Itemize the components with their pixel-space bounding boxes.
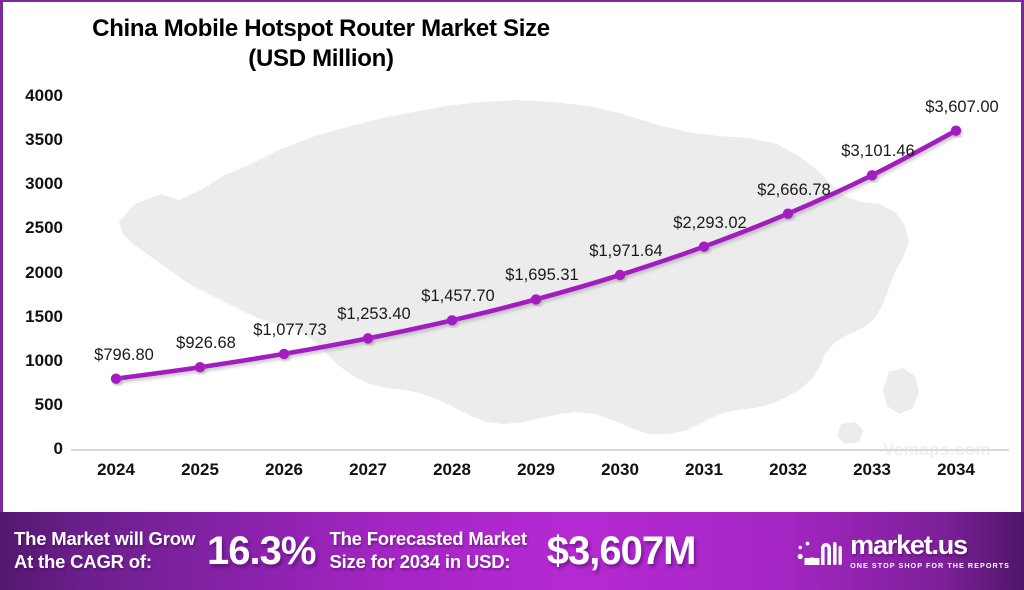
x-axis-tick-label: 2028 bbox=[433, 460, 471, 479]
cagr-caption: The Market will Grow At the CAGR of: bbox=[14, 528, 195, 573]
y-axis-tick-label: 4000 bbox=[25, 86, 63, 105]
x-axis-tick-label: 2027 bbox=[349, 460, 387, 479]
cagr-value: 16.3% bbox=[207, 528, 316, 573]
x-axis-line bbox=[71, 449, 1009, 451]
x-axis-tick-label: 2031 bbox=[685, 460, 723, 479]
y-axis-tick-label: 500 bbox=[34, 394, 63, 414]
x-axis-tick-label: 2033 bbox=[853, 460, 891, 479]
data-point-marker[interactable] bbox=[950, 125, 962, 136]
y-axis-tick-label: 2000 bbox=[25, 262, 63, 282]
chart-title-line1: China Mobile Hotspot Router Market Size bbox=[92, 15, 550, 42]
x-axis-labels: 2024 2025 2026 2027 2028 2029 2030 2031 2032 2033… bbox=[71, 460, 1011, 490]
footer-bar: The Market will Grow At the CAGR of: 16.… bbox=[0, 512, 1024, 590]
data-point-marker[interactable] bbox=[362, 333, 374, 344]
y-axis-tick-label: 3500 bbox=[25, 130, 63, 150]
data-point-marker[interactable] bbox=[110, 373, 122, 384]
forecast-value: $3,607M bbox=[546, 528, 697, 573]
forecast-caption: The Forecasted Market Size for 2034 in U… bbox=[329, 528, 527, 573]
data-point-marker[interactable] bbox=[278, 348, 290, 360]
market-us-logo-icon bbox=[797, 541, 842, 565]
data-point-marker[interactable] bbox=[446, 315, 458, 326]
x-axis-tick-label: 2030 bbox=[601, 460, 639, 479]
line-series bbox=[110, 125, 962, 384]
cagr-caption-line1: The Market will Grow bbox=[14, 528, 196, 550]
x-axis-tick-label: 2029 bbox=[517, 460, 555, 479]
forecast-caption-line2: Size for 2034 in USD: bbox=[329, 551, 511, 572]
page-title: China Mobile Hotspot Router Market Size … bbox=[21, 14, 621, 74]
y-axis-tick-label: 0 bbox=[53, 439, 63, 458]
y-axis-tick-label: 3000 bbox=[25, 174, 63, 194]
y-axis-tick-label: 1500 bbox=[25, 306, 63, 326]
forecast-caption-line1: The Forecasted Market bbox=[329, 528, 527, 550]
data-point-marker[interactable] bbox=[782, 208, 794, 219]
logo-tagline: ONE STOP SHOP FOR THE REPORTS bbox=[850, 561, 1010, 571]
x-axis-tick-label: 2024 bbox=[97, 460, 135, 479]
x-axis-tick-label: 2025 bbox=[181, 460, 219, 479]
x-axis-tick-label: 2032 bbox=[769, 460, 807, 479]
market-us-logo[interactable]: market.us ONE STOP SHOP FOR THE REPORTS bbox=[797, 530, 1010, 571]
data-point-marker[interactable] bbox=[614, 269, 626, 281]
chart-card: China Mobile Hotspot Router Market Size … bbox=[0, 0, 1024, 512]
cagr-caption-line2: At the CAGR of: bbox=[14, 551, 152, 572]
x-axis-tick-label: 2026 bbox=[265, 460, 303, 479]
data-point-marker[interactable] bbox=[698, 241, 710, 252]
data-point-marker[interactable] bbox=[866, 170, 878, 181]
data-point-marker[interactable] bbox=[194, 362, 206, 373]
y-axis-tick-label: 2500 bbox=[25, 218, 63, 238]
y-axis-tick-label: 1000 bbox=[25, 350, 63, 370]
plot-area bbox=[71, 96, 1011, 449]
chart-title-line2: (USD Million) bbox=[248, 45, 394, 72]
y-axis-labels: 0 500 1000 1500 2000 2500 3000 3500 4000 bbox=[3, 86, 63, 458]
data-point-marker[interactable] bbox=[530, 294, 542, 305]
series-line bbox=[113, 128, 959, 381]
x-axis-tick-label: 2034 bbox=[937, 460, 975, 479]
market-us-logo-text: market.us ONE STOP SHOP FOR THE REPORTS bbox=[850, 530, 1010, 571]
logo-name: market.us bbox=[850, 530, 968, 561]
